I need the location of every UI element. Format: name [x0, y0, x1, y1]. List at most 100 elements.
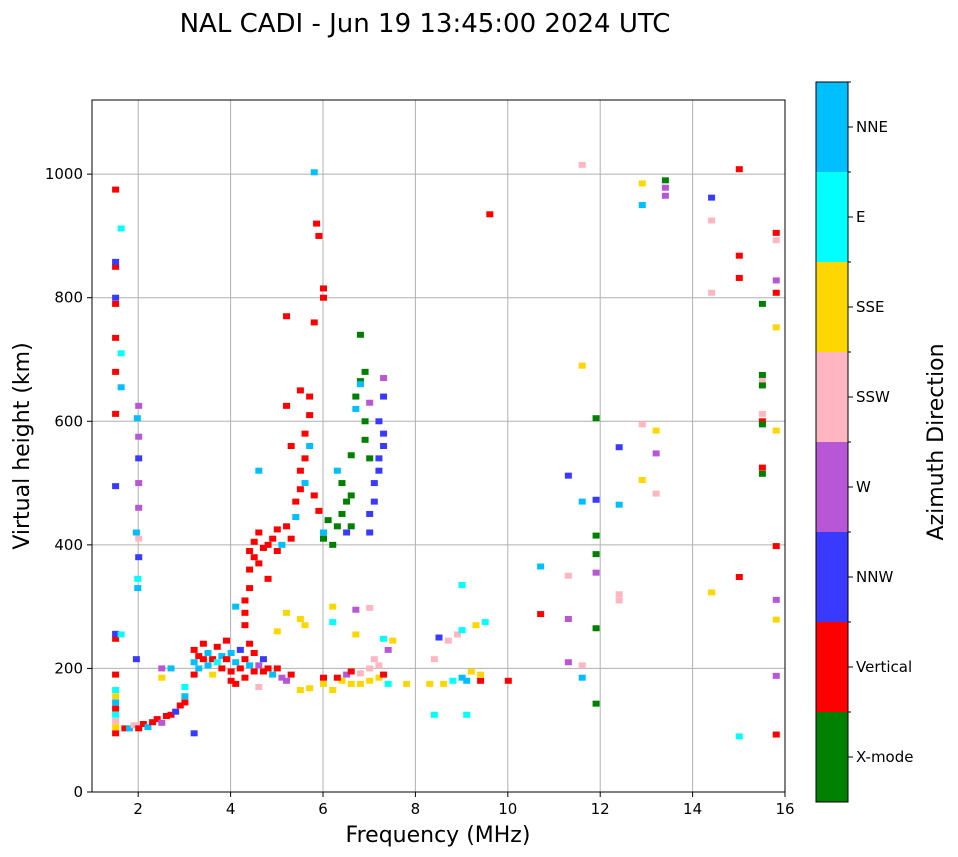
- data-point-sse: [477, 671, 485, 678]
- data-point-x-mode: [361, 436, 369, 443]
- data-point-nne: [537, 563, 545, 570]
- data-point-vertical: [195, 653, 203, 660]
- data-point-x-mode: [347, 523, 355, 530]
- data-point-nne: [356, 381, 364, 388]
- data-point-nnw: [380, 443, 388, 449]
- data-point-vertical: [181, 699, 189, 706]
- data-point-ssw: [652, 490, 660, 497]
- data-point-sse: [273, 628, 281, 635]
- data-point-e: [117, 631, 125, 638]
- data-point-vertical: [264, 541, 272, 548]
- data-point-sse: [329, 603, 337, 610]
- data-point-sse: [638, 180, 646, 187]
- data-point-nne: [615, 501, 623, 508]
- data-point-w: [278, 674, 286, 681]
- data-point-vertical: [112, 334, 120, 341]
- data-point-e: [117, 225, 125, 232]
- data-point-vertical: [112, 671, 120, 678]
- data-point-x-mode: [343, 498, 351, 505]
- data-point-x-mode: [347, 492, 355, 499]
- data-point-nnw: [135, 554, 143, 561]
- data-point-w: [661, 192, 669, 199]
- colorbar-swatch-sse: [816, 262, 848, 352]
- colorbar-swatch-x-mode: [816, 712, 848, 802]
- data-point-w: [772, 672, 780, 679]
- data-point-vertical: [273, 665, 281, 672]
- data-point-vertical: [301, 430, 309, 437]
- colorbar-label-e: E: [856, 208, 865, 226]
- data-point-vertical: [218, 665, 226, 672]
- data-point-vertical: [241, 622, 249, 629]
- data-point-sse: [352, 631, 360, 638]
- data-point-e: [458, 627, 466, 634]
- x-axis-ticks: 2 4 6 8 10 12 14 16: [133, 792, 795, 818]
- data-point-ssw: [758, 378, 766, 385]
- data-point-ssw: [708, 289, 716, 296]
- data-point-vertical: [315, 507, 323, 514]
- data-point-w: [772, 277, 780, 284]
- data-point-sse: [112, 693, 120, 700]
- data-point-vertical: [153, 716, 161, 723]
- data-point-x-mode: [361, 418, 369, 425]
- data-point-nne: [204, 662, 212, 669]
- data-point-vertical: [112, 300, 120, 307]
- data-point-vertical: [273, 548, 281, 555]
- data-point-vertical: [121, 725, 129, 732]
- data-point-e: [329, 619, 337, 626]
- data-point-x-mode: [347, 452, 355, 459]
- data-point-nne: [458, 674, 466, 681]
- data-point-vertical: [735, 166, 743, 173]
- data-point-x-mode: [758, 382, 766, 389]
- data-point-vertical: [306, 393, 314, 400]
- data-point-vertical: [255, 529, 263, 536]
- y-tick-label: 600: [54, 412, 83, 430]
- data-point-vertical: [149, 719, 157, 726]
- data-point-ssw: [366, 665, 374, 672]
- data-point-sse: [338, 677, 346, 684]
- data-point-sse: [652, 427, 660, 434]
- data-point-sse: [426, 680, 434, 687]
- colorbar-frame: [815, 81, 849, 803]
- data-point-nne: [255, 467, 263, 474]
- data-point-nne: [278, 541, 286, 548]
- data-point-ssw: [708, 217, 716, 224]
- data-point-vertical: [380, 671, 388, 678]
- colorbar-swatch-ssw: [816, 352, 848, 442]
- data-point-sse: [578, 362, 586, 369]
- data-point-vertical: [283, 402, 291, 409]
- grid-lines: [92, 100, 786, 793]
- data-point-x-mode: [324, 517, 332, 524]
- data-point-vertical: [213, 643, 221, 650]
- data-point-vertical: [112, 410, 120, 417]
- data-point-sse: [356, 680, 364, 687]
- data-point-vertical: [477, 677, 485, 684]
- data-point-w: [592, 569, 600, 576]
- data-point-x-mode: [661, 177, 669, 184]
- data-point-vertical: [246, 585, 254, 592]
- data-point-vertical: [758, 418, 766, 425]
- data-point-nnw: [564, 472, 572, 479]
- colorbar-label-x-mode: X-mode: [856, 748, 913, 766]
- y-axis-label: Virtual height (km): [10, 342, 35, 549]
- data-point-ssw: [615, 591, 623, 598]
- data-point-vertical: [315, 232, 323, 239]
- data-point-nne: [310, 169, 318, 176]
- data-point-vertical: [222, 637, 230, 644]
- colorbar-label-nne: NNE: [856, 118, 888, 136]
- data-point-nne: [218, 653, 226, 660]
- data-point-w: [255, 662, 263, 669]
- x-tick-label: 12: [591, 800, 610, 818]
- data-point-vertical: [320, 674, 327, 681]
- x-tick-label: 8: [411, 800, 421, 818]
- data-point-ssw: [366, 604, 374, 611]
- data-point-vertical: [250, 554, 258, 561]
- data-point-e: [213, 659, 221, 666]
- data-point-vertical: [313, 220, 321, 227]
- data-point-w: [380, 375, 388, 382]
- data-point-sse: [158, 674, 166, 681]
- data-point-ssw: [564, 572, 572, 579]
- plot-frame: [91, 99, 786, 793]
- data-point-x-mode: [338, 510, 346, 517]
- data-point-x-mode: [758, 421, 766, 428]
